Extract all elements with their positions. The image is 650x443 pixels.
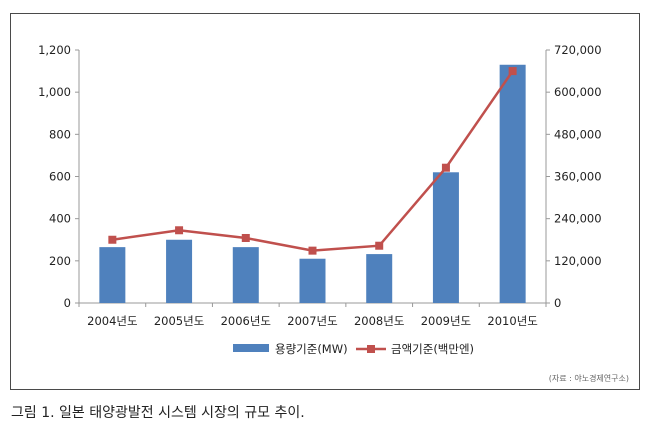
left-tick-label: 600 (49, 170, 71, 184)
legend-bar-swatch (233, 344, 269, 352)
line-point (308, 246, 317, 255)
chart-svg: 0 200 400 600 800 1,000 1,200 0 120,000 240,000 36… (38, 43, 629, 383)
x-tick-label: 2009년도 (421, 314, 471, 328)
source-note: (자료 : 야노경제연구소) (549, 373, 629, 383)
chart-frame: 0 200 400 600 800 1,000 1,200 0 120,000 240,000 36… (10, 13, 640, 390)
bar (166, 239, 193, 303)
bar (366, 254, 393, 303)
x-tick-label: 2010년도 (487, 314, 537, 328)
left-tick-label: 0 (64, 296, 71, 310)
right-tick-label: 480,000 (554, 127, 602, 141)
x-tick-label: 2005년도 (154, 314, 204, 328)
bar (232, 247, 259, 303)
right-tick-label: 360,000 (554, 170, 602, 184)
line-point (508, 67, 517, 76)
x-tick-label: 2007년도 (287, 314, 337, 328)
left-tick-label: 800 (49, 127, 71, 141)
x-tick-label: 2008년도 (354, 314, 404, 328)
left-tick-label: 200 (49, 254, 71, 268)
bar (99, 247, 126, 303)
line-point (108, 235, 117, 244)
line-point (441, 163, 450, 172)
bar (299, 258, 326, 303)
legend-line-marker (367, 345, 375, 353)
bar (499, 64, 526, 303)
left-tick-label: 1,200 (38, 43, 71, 57)
line-point (241, 233, 250, 242)
left-tick-label: 400 (49, 212, 71, 226)
legend-bar-label: 용량기준(MW) (275, 342, 348, 356)
right-tick-label: 240,000 (554, 212, 602, 226)
x-tick-label: 2004년도 (87, 314, 137, 328)
legend-line-label: 금액기준(백만엔) (391, 342, 474, 356)
x-tick-label: 2006년도 (221, 314, 271, 328)
left-tick-label: 1,000 (38, 85, 71, 99)
line-point (175, 226, 184, 235)
line-point (375, 241, 384, 250)
right-tick-label: 720,000 (554, 43, 602, 57)
right-tick-label: 0 (554, 296, 561, 310)
right-tick-label: 600,000 (554, 85, 602, 99)
bar (432, 172, 459, 303)
right-tick-label: 120,000 (554, 254, 602, 268)
figure-caption: 그림 1. 일본 태양광발전 시스템 시장의 규모 추이. (11, 405, 305, 421)
